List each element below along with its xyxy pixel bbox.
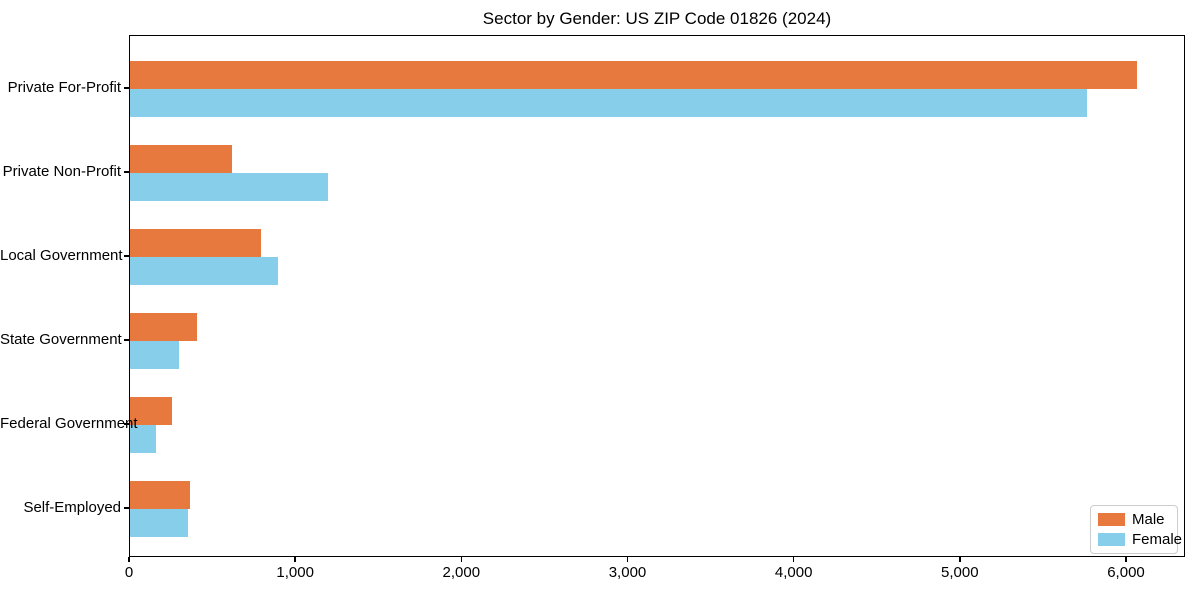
bar-male-federal-government xyxy=(130,397,172,425)
x-tick-label-5000: 5,000 xyxy=(941,564,979,581)
legend: Male Female xyxy=(1090,505,1182,554)
legend-item-male: Male xyxy=(1098,512,1170,527)
bar-male-local-government xyxy=(130,229,262,257)
x-tick-mark xyxy=(626,557,629,562)
bar-female-local-government xyxy=(130,257,278,285)
legend-swatch-male xyxy=(1098,513,1125,526)
y-tick-label-local-government: Local Government xyxy=(0,247,123,264)
bar-male-self-employed xyxy=(130,481,190,509)
x-tick-mark xyxy=(1125,557,1127,562)
bar-female-federal-government xyxy=(130,425,156,453)
bar-female-private-non-profit xyxy=(130,173,328,201)
bar-male-private-for-profit xyxy=(130,61,1137,89)
x-tick-label-6000: 6,000 xyxy=(1107,564,1145,581)
x-tick-label-3000: 3,000 xyxy=(608,564,647,581)
y-tick-mark xyxy=(124,423,129,425)
y-tick-mark xyxy=(124,507,129,509)
plot-area xyxy=(129,35,1185,557)
x-tick-mark xyxy=(128,557,130,562)
legend-swatch-female xyxy=(1098,533,1125,546)
legend-label-female: Female xyxy=(1132,531,1183,548)
y-tick-mark xyxy=(124,339,129,341)
bar-female-state-government xyxy=(130,341,180,369)
y-tick-mark xyxy=(124,87,129,89)
bar-male-state-government xyxy=(130,313,198,341)
x-tick-mark xyxy=(959,557,961,562)
legend-label-male: Male xyxy=(1132,511,1165,528)
y-tick-mark xyxy=(124,171,129,173)
x-tick-label-0: 0 xyxy=(124,564,134,581)
y-tick-label-private-for-profit: Private For-Profit xyxy=(7,79,121,96)
bar-male-private-non-profit xyxy=(130,145,233,173)
x-tick-mark xyxy=(294,557,296,562)
x-tick-label-2000: 2,000 xyxy=(442,564,481,581)
y-tick-label-private-non-profit: Private Non-Profit xyxy=(2,163,121,180)
y-tick-mark xyxy=(124,255,129,257)
legend-item-female: Female xyxy=(1098,532,1182,547)
y-tick-label-state-government: State Government xyxy=(0,331,122,348)
bar-female-self-employed xyxy=(130,509,189,537)
y-tick-label-federal-government: Federal Government xyxy=(0,415,138,432)
y-tick-label-self-employed: Self-Employed xyxy=(23,499,121,516)
bar-female-private-for-profit xyxy=(130,89,1088,117)
x-tick-mark xyxy=(460,557,463,562)
x-tick-label-1000: 1,000 xyxy=(276,564,314,581)
chart-title: Sector by Gender: US ZIP Code 01826 (202… xyxy=(482,9,832,28)
x-tick-mark xyxy=(792,557,795,562)
x-tick-label-4000: 4,000 xyxy=(774,564,813,581)
